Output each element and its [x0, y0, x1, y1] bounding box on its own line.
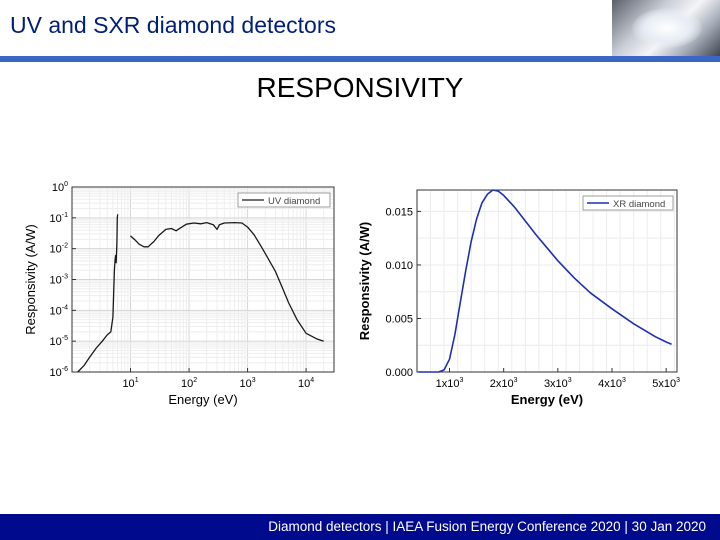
x-axis-label: Energy (eV) [511, 392, 583, 407]
series-line [130, 221, 324, 342]
x-tick-label: 2x103 [490, 377, 518, 390]
y-tick-label: 100 [52, 181, 68, 194]
x-tick-label: 101 [122, 377, 138, 390]
y-axis-label: Responsivity (A/W) [357, 222, 372, 340]
y-tick-label: 0.010 [385, 260, 413, 272]
series-line [77, 214, 119, 373]
x-axis-label: Energy (eV) [168, 392, 237, 407]
legend-box [582, 195, 674, 211]
plot-frame [416, 189, 678, 373]
legend-label: XR diamond [613, 199, 665, 210]
legend-label: UV diamond [268, 196, 320, 207]
y-tick-label: 10-6 [50, 366, 69, 379]
uv-responsivity-chart: 101 102 103 104 100 10-1 10-2 10-3 10-4 10-5 10-6 E… [23, 181, 335, 407]
y-tick-label: 10-1 [50, 212, 69, 225]
legend-box [237, 192, 331, 208]
y-tick-label: 10-5 [50, 335, 69, 348]
y-tick-label: 10-4 [50, 304, 69, 317]
footer-bar: Diamond detectors | IAEA Fusion Energy C… [0, 514, 720, 540]
y-tick-label: 0.000 [385, 367, 413, 379]
x-tick-label: 102 [181, 377, 197, 390]
series-line [418, 189, 672, 373]
title-divider [0, 56, 720, 62]
y-tick-label: 10-2 [50, 243, 69, 256]
footer-text: Diamond detectors | IAEA Fusion Energy C… [268, 519, 706, 534]
x-tick-label: 3x103 [544, 377, 572, 390]
y-tick-label: 0.015 [385, 206, 413, 218]
y-tick-label: 0.005 [385, 313, 413, 325]
section-heading: RESPONSIVITY [256, 72, 464, 103]
y-axis-label: Responsivity (A/W) [23, 224, 38, 335]
y-tick-label: 10-3 [50, 274, 69, 287]
detector-photo [612, 0, 720, 56]
xr-responsivity-chart: 1x103 2x103 3x103 4x103 5x103 0.000 0.005 0.010… [357, 189, 680, 407]
slide-title: UV and SXR diamond detectors [10, 12, 337, 38]
x-tick-label: 1x103 [436, 377, 464, 390]
x-tick-label: 5x103 [652, 377, 680, 390]
x-tick-label: 4x103 [598, 377, 626, 390]
x-tick-label: 104 [298, 377, 314, 390]
x-tick-label: 103 [239, 377, 255, 390]
